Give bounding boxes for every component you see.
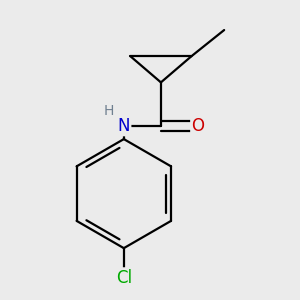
Text: O: O <box>191 117 205 135</box>
Text: N: N <box>118 117 130 135</box>
Text: Cl: Cl <box>116 268 132 286</box>
Text: H: H <box>103 104 114 118</box>
